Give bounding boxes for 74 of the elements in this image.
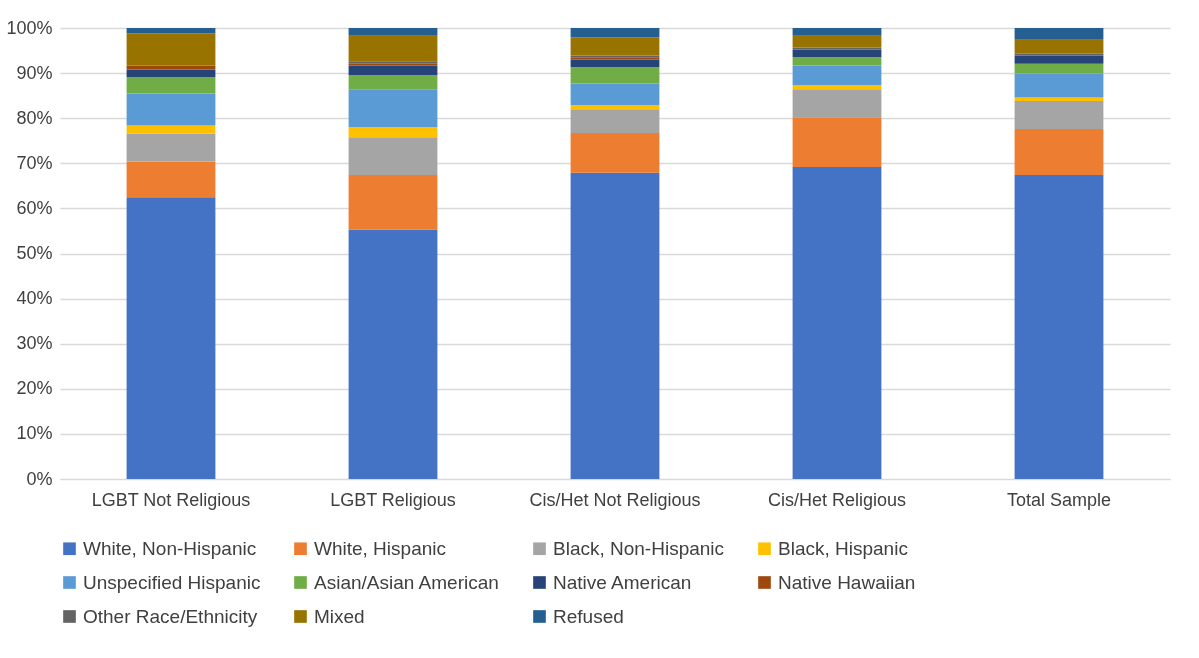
bar — [348, 89, 438, 128]
bar — [792, 65, 882, 86]
legend-label: Unspecified Hispanic — [83, 571, 261, 593]
legend-label: Mixed — [314, 605, 365, 627]
bar — [126, 77, 216, 94]
bar — [792, 166, 882, 479]
bar — [126, 161, 216, 198]
bar — [570, 109, 660, 134]
bar — [348, 137, 438, 176]
bar — [126, 28, 216, 34]
legend-label: White, Non-Hispanic — [83, 537, 257, 559]
legend-label: Black, Non-Hispanic — [553, 537, 725, 559]
bar — [126, 125, 216, 134]
legend-label: Native American — [553, 571, 692, 593]
bar — [792, 28, 882, 36]
bar — [792, 47, 882, 50]
bar — [126, 69, 216, 78]
y-tick-label: 80% — [16, 107, 53, 128]
bar — [348, 35, 438, 62]
legend-label: White, Hispanic — [314, 537, 446, 559]
bar — [348, 229, 438, 479]
legend-label: Other Race/Ethnicity — [83, 605, 258, 627]
bar — [570, 67, 660, 84]
bar — [348, 175, 438, 230]
bar — [348, 28, 438, 36]
bar — [1014, 97, 1104, 102]
bar — [1014, 175, 1104, 479]
bar — [126, 65, 216, 70]
y-tick-label: 60% — [16, 197, 53, 218]
bar — [570, 105, 660, 110]
bar — [126, 197, 216, 479]
y-tick-label: 0% — [26, 468, 53, 489]
bar — [570, 172, 660, 479]
y-tick-label: 40% — [16, 288, 53, 309]
bar — [1014, 55, 1104, 64]
bar — [792, 117, 882, 167]
legend-label: Asian/Asian American — [314, 571, 499, 593]
y-tick-label: 90% — [16, 62, 53, 83]
x-tick-label: Cis/Het Religious — [767, 489, 907, 510]
x-tick-label: LGBT Not Religious — [91, 489, 251, 510]
legend-label: Native Hawaiian — [778, 571, 916, 593]
bar — [570, 37, 660, 56]
bar — [792, 85, 882, 90]
bar — [348, 127, 438, 138]
y-tick-label: 30% — [16, 333, 53, 354]
y-tick-label: 10% — [16, 423, 53, 444]
bar — [126, 93, 216, 126]
x-tick-label: LGBT Religious — [330, 489, 456, 510]
legend-label: Black, Hispanic — [778, 537, 908, 559]
bar — [570, 59, 660, 68]
bar — [570, 83, 660, 106]
bar — [1014, 63, 1104, 74]
bar — [126, 133, 216, 162]
x-tick-label: Cis/Het Not Religious — [529, 489, 701, 510]
y-tick-label: 20% — [16, 378, 53, 399]
bar — [348, 75, 438, 90]
y-tick-label: 100% — [6, 17, 53, 38]
y-tick-label: 70% — [16, 152, 53, 173]
bar — [792, 57, 882, 66]
bar — [570, 28, 660, 38]
bar — [1014, 101, 1104, 130]
bar — [570, 133, 660, 173]
bar — [792, 35, 882, 48]
x-tick-label: Total Sample — [1006, 489, 1112, 510]
bar — [1014, 129, 1104, 176]
legend-label: Refused — [553, 605, 624, 627]
bar — [1014, 73, 1104, 98]
bar — [1014, 28, 1104, 40]
y-tick-label: 50% — [16, 243, 53, 263]
bar — [126, 33, 216, 66]
bar — [348, 65, 438, 76]
bar — [792, 49, 882, 58]
bar — [792, 89, 882, 118]
bar — [1014, 39, 1104, 54]
